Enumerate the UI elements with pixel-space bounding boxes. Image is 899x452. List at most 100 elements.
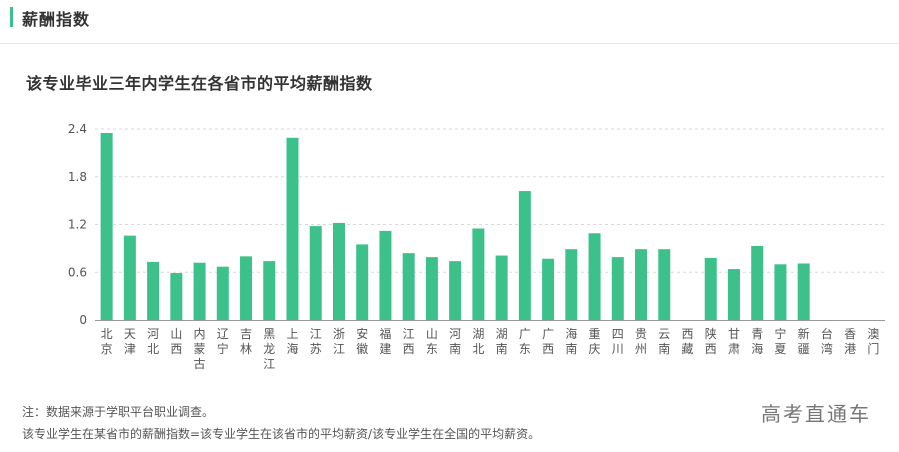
x-tick-label: 陕 (705, 326, 717, 341)
x-tick-label: 四 (612, 327, 624, 341)
x-tick-label: 门 (867, 341, 879, 356)
x-tick-label: 海 (565, 326, 577, 341)
x-tick-label: 海 (286, 341, 298, 356)
x-tick-label: 河 (449, 327, 461, 341)
x-tick-label: 海 (751, 341, 763, 356)
bar (263, 261, 276, 320)
x-tick-label: 广 (542, 327, 554, 341)
x-tick-label: 西 (542, 342, 554, 356)
x-tick-label: 黑 (263, 327, 275, 341)
x-tick-label: 龙 (263, 342, 275, 356)
bar (379, 230, 392, 320)
x-tick-label: 夏 (774, 342, 786, 356)
bar (611, 257, 624, 320)
x-tick-label: 湖 (472, 326, 484, 341)
x-tick-label: 湾 (821, 341, 833, 356)
y-tick-label: 2.4 (68, 122, 87, 136)
x-tick-label: 北 (472, 342, 484, 356)
x-tick-label: 津 (124, 342, 136, 356)
x-tick-label: 南 (565, 341, 577, 356)
x-tick-label: 东 (426, 342, 438, 356)
bar (635, 249, 648, 320)
x-tick-label: 广 (519, 327, 531, 341)
x-tick-label: 香 (844, 327, 856, 341)
bar (797, 263, 810, 320)
bar (565, 249, 578, 320)
watermark-text: 高考直通车 (761, 402, 871, 426)
x-tick-label: 湖 (496, 326, 508, 341)
x-tick-label: 江 (263, 357, 275, 371)
x-tick-label: 北 (147, 342, 159, 356)
bar (309, 226, 322, 320)
bar (542, 258, 555, 320)
x-tick-label: 辽 (217, 327, 229, 341)
x-tick-label: 安 (356, 326, 368, 341)
x-tick-label: 庆 (589, 342, 601, 356)
bar (402, 253, 415, 320)
bar (495, 255, 508, 320)
bar (472, 228, 485, 320)
y-tick-label: 1.8 (68, 170, 87, 184)
x-tick-label: 苏 (310, 342, 322, 356)
x-tick-label: 宁 (774, 326, 786, 341)
x-tick-label: 徽 (356, 341, 368, 356)
bar (100, 132, 113, 320)
bar (518, 191, 531, 320)
bar (286, 137, 299, 320)
bar (240, 256, 253, 320)
x-tick-label: 南 (496, 341, 508, 356)
bar (425, 257, 438, 320)
bar (170, 273, 183, 320)
section-title: 薪酬指数 (22, 10, 91, 29)
x-tick-label: 浙 (333, 327, 345, 341)
bar (658, 249, 671, 320)
y-tick-label: 0.6 (68, 265, 87, 279)
bar (704, 257, 717, 320)
x-tick-label: 藏 (681, 342, 693, 356)
x-tick-label: 川 (612, 342, 624, 356)
x-tick-label: 港 (844, 342, 856, 356)
x-tick-label: 东 (519, 342, 531, 356)
x-tick-label: 西 (403, 342, 415, 356)
x-tick-label: 山 (170, 327, 182, 341)
bar (147, 261, 160, 320)
bar (193, 262, 206, 320)
x-tick-label: 西 (705, 342, 717, 356)
x-tick-label: 重 (589, 327, 601, 341)
section-header: 薪酬指数 (0, 0, 899, 44)
chart-title: 该专业毕业三年内学生在各省市的平均薪酬指数 (26, 74, 373, 93)
y-tick-label: 1.2 (68, 218, 87, 232)
x-tick-label: 河 (147, 327, 159, 341)
x-tick-label: 新 (798, 326, 810, 341)
bar (751, 245, 764, 320)
x-tick-label: 北 (101, 327, 113, 341)
x-tick-label: 林 (240, 342, 252, 356)
x-tick-label: 西 (170, 342, 182, 356)
x-tick-label: 甘 (728, 327, 740, 341)
bar (727, 269, 740, 320)
x-tick-label: 天 (124, 327, 136, 341)
x-tick-label: 江 (403, 327, 415, 341)
x-tick-label: 云 (658, 327, 670, 341)
x-tick-label: 福 (379, 326, 391, 341)
x-tick-label: 内 (194, 327, 206, 341)
x-tick-label: 京 (101, 342, 113, 356)
x-tick-label: 蒙 (194, 342, 206, 356)
x-tick-label: 吉 (240, 327, 252, 341)
x-tick-label: 江 (333, 342, 345, 356)
x-tick-label: 建 (379, 342, 391, 356)
bar (123, 235, 136, 320)
x-tick-label: 疆 (798, 342, 810, 356)
x-tick-label: 青 (751, 327, 763, 341)
x-tick-label: 宁 (217, 341, 229, 356)
bar (356, 244, 369, 320)
bar (216, 266, 229, 320)
section-accent-bar (10, 7, 13, 27)
data-source-note: 注：数据来源于学职平台职业调查。 (22, 405, 215, 419)
x-tick-label: 澳 (867, 327, 879, 341)
x-tick-label: 州 (635, 342, 647, 356)
x-tick-label: 南 (658, 341, 670, 356)
bar (774, 264, 787, 320)
bar (588, 233, 601, 320)
x-tick-label: 贵 (635, 327, 647, 341)
